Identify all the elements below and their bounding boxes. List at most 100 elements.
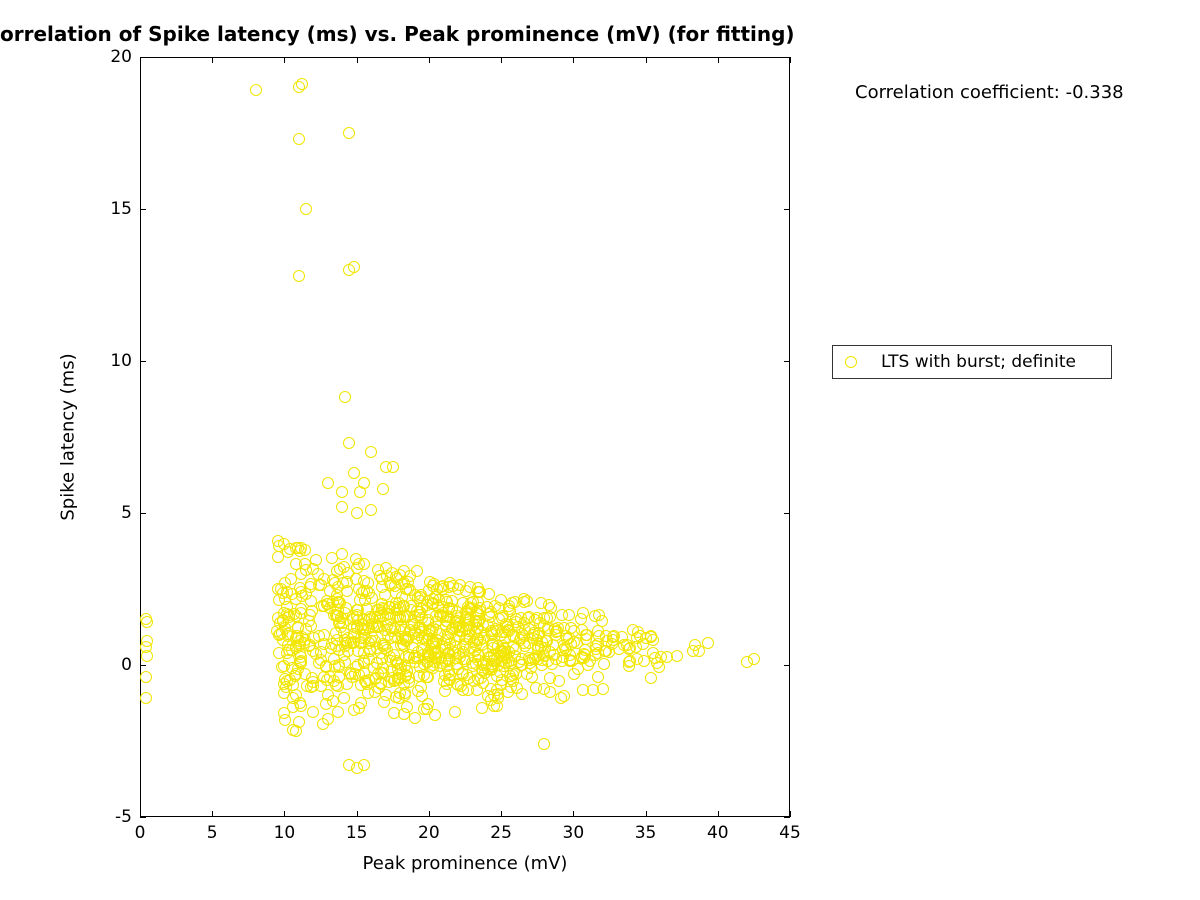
scatter-point: [338, 692, 350, 704]
scatter-point: [377, 483, 389, 495]
scatter-point: [474, 586, 486, 598]
plot-area: [140, 57, 790, 817]
scatter-point: [273, 594, 285, 606]
x-tick-label: 0: [135, 823, 146, 843]
scatter-point: [336, 486, 348, 498]
scatter-point: [413, 609, 425, 621]
scatter-point: [303, 615, 315, 627]
y-tick-mark: [784, 209, 790, 210]
scatter-point: [348, 467, 360, 479]
x-tick-label: 20: [418, 823, 440, 843]
scatter-point: [379, 624, 391, 636]
scatter-point: [361, 585, 373, 597]
scatter-point: [689, 639, 701, 651]
scatter-point: [518, 637, 530, 649]
scatter-point: [422, 595, 434, 607]
scatter-point: [328, 653, 340, 665]
scatter-point: [290, 668, 302, 680]
scatter-point: [377, 640, 389, 652]
scatter-point: [598, 658, 610, 670]
scatter-point: [320, 698, 332, 710]
scatter-point: [463, 603, 475, 615]
x-tick-mark: [573, 811, 574, 817]
scatter-point: [590, 640, 602, 652]
scatter-point: [343, 127, 355, 139]
scatter-point: [339, 391, 351, 403]
scatter-point: [354, 486, 366, 498]
scatter-point: [317, 718, 329, 730]
scatter-point: [449, 616, 461, 628]
scatter-point: [411, 632, 423, 644]
scatter-point: [353, 702, 365, 714]
scatter-point: [339, 656, 351, 668]
scatter-point: [518, 593, 530, 605]
correlation-text: Correlation coefficient: -0.338: [855, 82, 1124, 103]
scatter-point: [502, 619, 514, 631]
scatter-point: [385, 579, 397, 591]
scatter-point: [351, 507, 363, 519]
y-tick-label: 20: [102, 47, 132, 67]
scatter-point: [250, 84, 262, 96]
scatter-point: [645, 672, 657, 684]
scatter-point: [347, 637, 359, 649]
scatter-point: [544, 672, 556, 684]
scatter-point: [457, 684, 469, 696]
scatter-point: [342, 567, 354, 579]
scatter-point: [450, 652, 462, 664]
scatter-point: [310, 554, 322, 566]
x-tick-label: 5: [207, 823, 218, 843]
scatter-point: [414, 661, 426, 673]
scatter-point: [304, 581, 316, 593]
scatter-point: [748, 653, 760, 665]
scatter-point: [563, 609, 575, 621]
scatter-point: [307, 676, 319, 688]
scatter-point: [392, 657, 404, 669]
scatter-point: [332, 706, 344, 718]
scatter-point: [141, 650, 153, 662]
scatter-point: [596, 615, 608, 627]
y-tick-mark: [140, 209, 146, 210]
scatter-point: [332, 610, 344, 622]
scatter-point: [483, 651, 495, 663]
scatter-point: [296, 78, 308, 90]
scatter-point: [290, 689, 302, 701]
scatter-point: [331, 565, 343, 577]
scatter-point: [655, 651, 667, 663]
y-tick-mark: [140, 513, 146, 514]
scatter-point: [616, 631, 628, 643]
y-tick-mark: [140, 817, 146, 818]
x-tick-label: 25: [490, 823, 512, 843]
scatter-point: [365, 504, 377, 516]
x-tick-mark: [284, 811, 285, 817]
scatter-point: [348, 261, 360, 273]
x-tick-mark: [429, 811, 430, 817]
scatter-point: [439, 685, 451, 697]
scatter-point: [292, 621, 304, 633]
scatter-point: [542, 655, 554, 667]
scatter-point: [273, 540, 285, 552]
y-tick-mark: [784, 57, 790, 58]
scatter-point: [338, 627, 350, 639]
y-tick-mark: [140, 361, 146, 362]
scatter-point: [543, 599, 555, 611]
scatter-point: [358, 575, 370, 587]
scatter-point: [322, 477, 334, 489]
scatter-point: [404, 584, 416, 596]
scatter-point: [398, 708, 410, 720]
scatter-point: [542, 622, 554, 634]
scatter-point: [502, 686, 514, 698]
y-tick-mark: [784, 817, 790, 818]
scatter-point: [484, 611, 496, 623]
scatter-point: [279, 577, 291, 589]
scatter-point: [361, 678, 373, 690]
scatter-point: [468, 675, 480, 687]
scatter-point: [540, 635, 552, 647]
x-tick-mark: [718, 57, 719, 63]
scatter-point: [363, 622, 375, 634]
scatter-point: [294, 648, 306, 660]
scatter-point: [461, 630, 473, 642]
scatter-point: [373, 604, 385, 616]
scatter-point: [287, 724, 299, 736]
scatter-point: [377, 662, 389, 674]
scatter-point: [346, 671, 358, 683]
